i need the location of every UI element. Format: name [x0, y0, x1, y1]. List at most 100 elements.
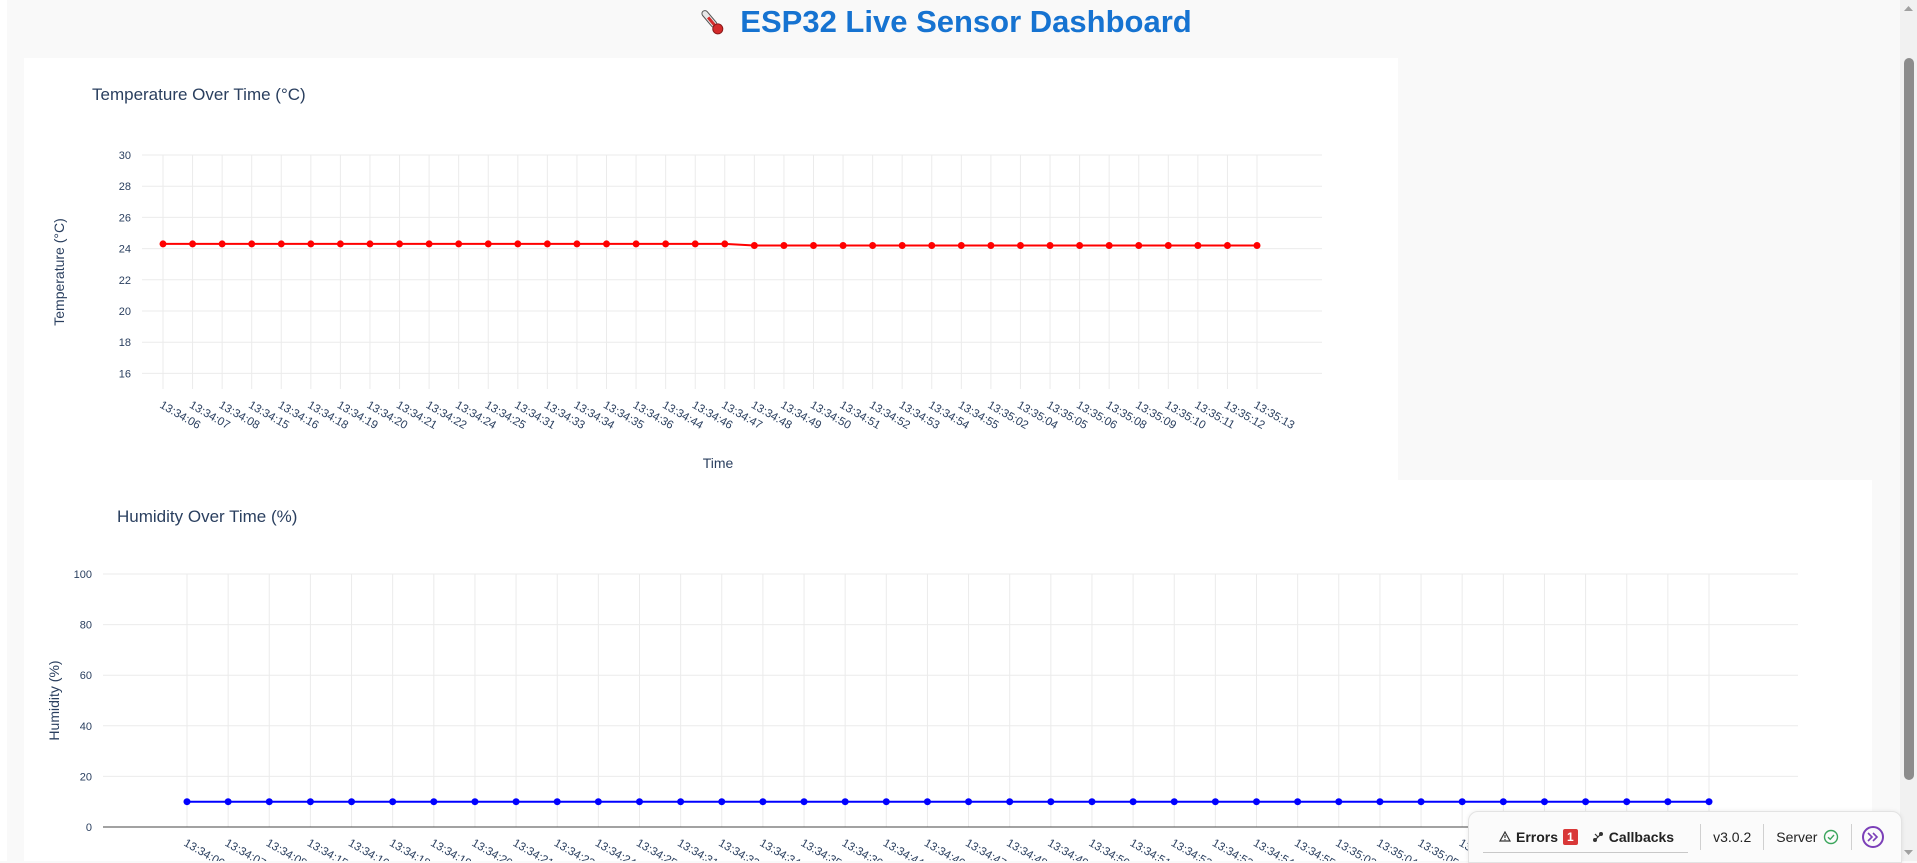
series-line — [163, 242, 1257, 247]
data-point — [307, 240, 315, 248]
data-point — [1253, 798, 1261, 806]
data-point — [718, 798, 726, 806]
y-tick-label: 40 — [80, 721, 92, 733]
data-point — [1135, 241, 1143, 249]
scroll-up-arrow-icon[interactable] — [1900, 0, 1917, 17]
data-point — [1076, 241, 1084, 249]
x-tick-label: 13:34:48 — [1004, 837, 1049, 861]
data-point — [677, 798, 685, 806]
version-label: v3.0.2 — [1713, 829, 1752, 845]
data-point — [1664, 798, 1672, 806]
x-tick-label: 13:35:02 — [1333, 837, 1378, 861]
x-tick-label: 13:34:53 — [1210, 837, 1255, 861]
data-point — [1623, 798, 1631, 806]
y-tick-label: 26 — [119, 212, 131, 224]
double-chevron-right-icon — [1867, 832, 1879, 842]
chart-title: Temperature Over Time (°C) — [92, 85, 306, 104]
data-point — [277, 240, 285, 248]
data-point — [484, 240, 492, 248]
data-point — [1046, 241, 1054, 249]
left-edge — [0, 0, 7, 861]
y-tick-label: 30 — [119, 150, 131, 162]
data-point — [455, 240, 463, 248]
temperature-chart: 161820222426283013:34:0613:34:0713:34:08… — [51, 85, 1322, 471]
y-tick-label: 18 — [119, 337, 131, 349]
y-tick-label: 80 — [80, 620, 92, 632]
errors-tab[interactable]: Errors 1 — [1499, 828, 1578, 845]
thermometer-icon — [701, 10, 724, 35]
data-point — [1417, 798, 1425, 806]
data-point — [594, 798, 602, 806]
data-point — [923, 798, 931, 806]
warning-icon — [1499, 831, 1511, 842]
scroll-down-arrow-icon[interactable] — [1900, 844, 1917, 861]
data-point — [306, 798, 314, 806]
devtools-separator — [1700, 824, 1702, 850]
x-tick-label: 13:34:08 — [264, 837, 309, 861]
x-tick-label: 13:34:19 — [428, 837, 473, 861]
data-point — [869, 241, 877, 249]
data-point — [1335, 798, 1343, 806]
data-point — [662, 240, 670, 248]
x-tick-label: 13:34:36 — [840, 837, 885, 861]
data-point — [928, 241, 936, 249]
x-tick-label: 13:34:52 — [1169, 837, 1214, 861]
devtools-toggle-button[interactable] — [1862, 826, 1885, 848]
data-point — [898, 241, 906, 249]
scrollbar-thumb[interactable] — [1904, 58, 1914, 780]
errors-label: Errors — [1516, 828, 1559, 845]
server-status[interactable]: Server — [1776, 829, 1839, 845]
x-tick-label: 13:34:22 — [552, 837, 597, 861]
data-point — [635, 798, 643, 806]
callbacks-tab[interactable]: Callbacks — [1592, 829, 1674, 845]
y-tick-label: 100 — [74, 569, 92, 581]
y-axis-label: Humidity (%) — [46, 660, 62, 740]
data-point — [603, 240, 611, 248]
x-tick-label: 13:34:50 — [1086, 837, 1131, 861]
data-point — [965, 798, 973, 806]
server-label: Server — [1776, 829, 1818, 845]
y-tick-label: 16 — [119, 368, 131, 380]
data-point — [1582, 798, 1590, 806]
y-axis-label: Temperature (°C) — [51, 218, 67, 326]
data-point — [987, 241, 995, 249]
data-point — [389, 798, 397, 806]
x-tick-label: 13:34:44 — [881, 837, 926, 861]
data-point — [1499, 798, 1507, 806]
x-tick-label: 13:34:15 — [305, 837, 350, 861]
data-point — [1170, 798, 1178, 806]
y-tick-label: 20 — [119, 306, 131, 318]
data-point — [1006, 798, 1014, 806]
x-axis-label: Time — [703, 455, 734, 471]
y-tick-label: 22 — [119, 275, 131, 287]
data-point — [1016, 241, 1024, 249]
data-point — [1194, 241, 1202, 249]
humidity-chart: 02040608010013:34:0613:34:0713:34:0813:3… — [46, 507, 1798, 861]
data-point — [721, 240, 729, 248]
data-point — [1294, 798, 1302, 806]
y-tick-label: 0 — [86, 822, 92, 834]
x-tick-label: 13:34:54 — [1251, 837, 1296, 861]
page-title: ESP32 Live Sensor Dashboard — [740, 4, 1192, 39]
data-point — [189, 240, 197, 248]
data-point — [691, 240, 699, 248]
vertical-scrollbar[interactable] — [1900, 0, 1917, 861]
data-point — [348, 798, 356, 806]
x-tick-label: 13:34:55 — [1292, 837, 1337, 861]
devtools-tabs: Errors 1 Callbacks — [1483, 822, 1689, 853]
data-point — [425, 240, 433, 248]
data-point — [430, 798, 438, 806]
temperature-chart-card: 16 18 20 22 24 26 28 30 13:34:06 13:34:07 13:34:08… — [24, 58, 1398, 480]
data-point — [159, 240, 167, 248]
humidity-chart-card: 0 20 40 60 80 100 13:34:06 13:34:07 13:34:08 13:3… — [24, 480, 1872, 861]
data-point — [1705, 798, 1713, 806]
x-tick-label: 13:34:33 — [716, 837, 761, 861]
x-tick-label: 13:34:35 — [799, 837, 844, 861]
data-point — [957, 241, 965, 249]
devtools-separator — [1851, 824, 1853, 850]
callbacks-graph-icon — [1592, 831, 1603, 842]
data-point — [1376, 798, 1384, 806]
data-point — [336, 240, 344, 248]
page-header: ESP32 Live Sensor Dashboard — [0, 0, 1890, 44]
x-tick-label: 13:35:04 — [1374, 837, 1419, 861]
